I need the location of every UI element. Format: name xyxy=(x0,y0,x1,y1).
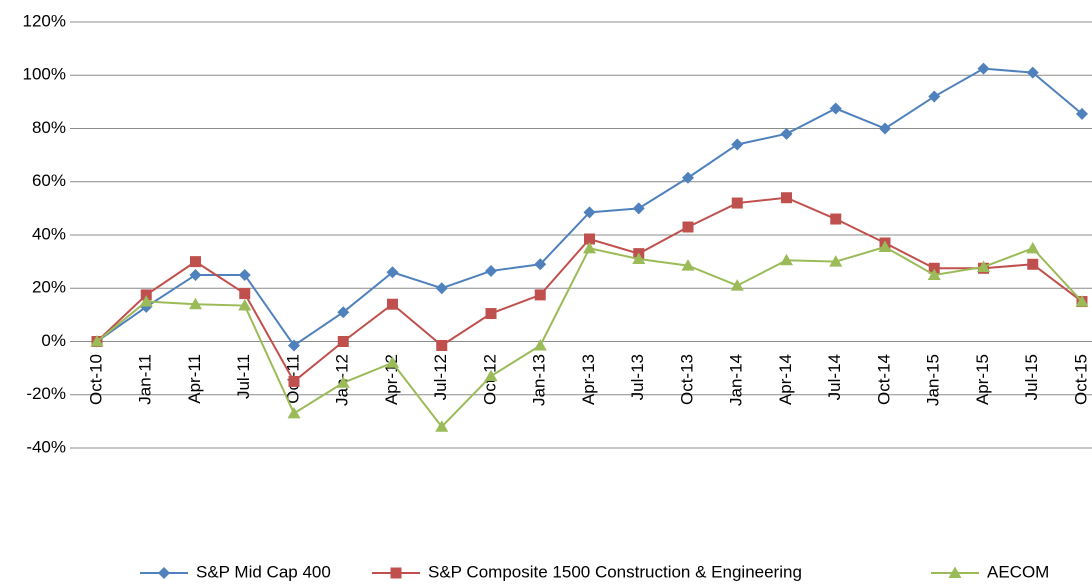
x-tick-label: Jan-11 xyxy=(136,354,155,405)
marker xyxy=(830,213,842,225)
marker xyxy=(948,566,962,578)
marker xyxy=(386,266,399,279)
marker xyxy=(781,192,792,204)
x-tick-label: Apr-15 xyxy=(973,354,992,405)
legend-label: AECOM xyxy=(987,562,1049,581)
marker xyxy=(238,268,251,281)
marker xyxy=(190,256,201,268)
marker xyxy=(435,420,449,432)
y-tick-label: 20% xyxy=(32,278,66,297)
x-tick-label: Jan-14 xyxy=(727,354,746,406)
marker xyxy=(731,197,743,209)
x-tick-label: Oct-13 xyxy=(677,354,696,405)
marker xyxy=(584,233,595,245)
y-tick-label: 40% xyxy=(32,224,66,243)
x-tick-label: Oct-10 xyxy=(86,354,105,405)
marker xyxy=(780,253,793,266)
legend-item: S&P Mid Cap 400 xyxy=(140,562,331,581)
marker xyxy=(288,375,300,387)
marker xyxy=(583,241,596,254)
marker xyxy=(731,138,744,151)
marker xyxy=(140,289,152,301)
x-tick-label: Jan-15 xyxy=(924,354,943,406)
marker xyxy=(436,339,448,351)
marker xyxy=(534,289,546,301)
marker xyxy=(928,262,940,274)
x-tick-label: Jul-12 xyxy=(431,354,450,400)
marker xyxy=(90,335,104,347)
marker xyxy=(632,252,646,264)
marker xyxy=(1026,66,1039,79)
marker xyxy=(977,260,990,272)
marker xyxy=(1076,107,1088,120)
marker xyxy=(533,338,547,351)
marker xyxy=(484,369,498,382)
y-tick-label: 120% xyxy=(23,11,66,30)
marker xyxy=(139,295,153,307)
x-tick-label: Jul-11 xyxy=(234,354,253,399)
x-tick-label: Jul-13 xyxy=(628,354,647,400)
marker xyxy=(681,259,695,271)
marker xyxy=(239,288,251,300)
marker xyxy=(485,264,497,277)
marker xyxy=(927,268,941,280)
marker xyxy=(1027,258,1039,270)
legend-label: S&P Composite 1500 Construction & Engine… xyxy=(428,562,802,581)
x-tick-label: Apr-11 xyxy=(185,354,204,404)
marker xyxy=(1026,241,1040,254)
marker xyxy=(387,298,398,310)
marker xyxy=(288,339,300,352)
marker xyxy=(336,376,350,388)
marker xyxy=(435,282,448,295)
marker xyxy=(189,268,202,281)
legend-item: AECOM xyxy=(931,562,1049,581)
y-tick-label: 80% xyxy=(32,118,66,137)
x-tick-label: Apr-14 xyxy=(776,354,795,405)
marker xyxy=(878,240,892,252)
marker xyxy=(682,171,694,184)
marker xyxy=(977,62,990,75)
marker xyxy=(780,127,793,140)
x-tick-label: Jul-15 xyxy=(1022,354,1041,400)
marker xyxy=(1075,295,1089,307)
marker xyxy=(337,306,350,319)
marker xyxy=(829,255,843,267)
marker xyxy=(682,221,694,233)
marker xyxy=(534,258,547,271)
marker xyxy=(158,567,170,579)
x-tick-label: Oct-14 xyxy=(874,354,893,405)
marker xyxy=(879,122,891,135)
marker xyxy=(730,279,744,291)
y-tick-label: 100% xyxy=(23,65,66,84)
marker xyxy=(238,299,252,311)
x-tick-label: Apr-13 xyxy=(579,354,598,405)
marker xyxy=(928,90,941,103)
y-tick-label: 60% xyxy=(32,171,66,190)
marker xyxy=(485,308,497,320)
x-tick-label: Jul-14 xyxy=(825,354,844,400)
x-tick-label: Jan-13 xyxy=(530,354,549,406)
marker xyxy=(583,206,596,219)
marker xyxy=(287,406,301,419)
x-tick-label: Oct-15 xyxy=(1071,354,1090,405)
legend-label: S&P Mid Cap 400 xyxy=(196,562,331,581)
y-tick-label: -20% xyxy=(26,384,66,403)
marker xyxy=(390,567,402,579)
marker xyxy=(189,297,202,310)
marker xyxy=(829,102,842,115)
marker xyxy=(632,202,645,215)
y-tick-label: 0% xyxy=(41,331,66,350)
marker xyxy=(337,336,349,347)
y-tick-label: -40% xyxy=(26,437,66,456)
legend-item: S&P Composite 1500 Construction & Engine… xyxy=(372,562,802,581)
marker xyxy=(386,356,399,368)
